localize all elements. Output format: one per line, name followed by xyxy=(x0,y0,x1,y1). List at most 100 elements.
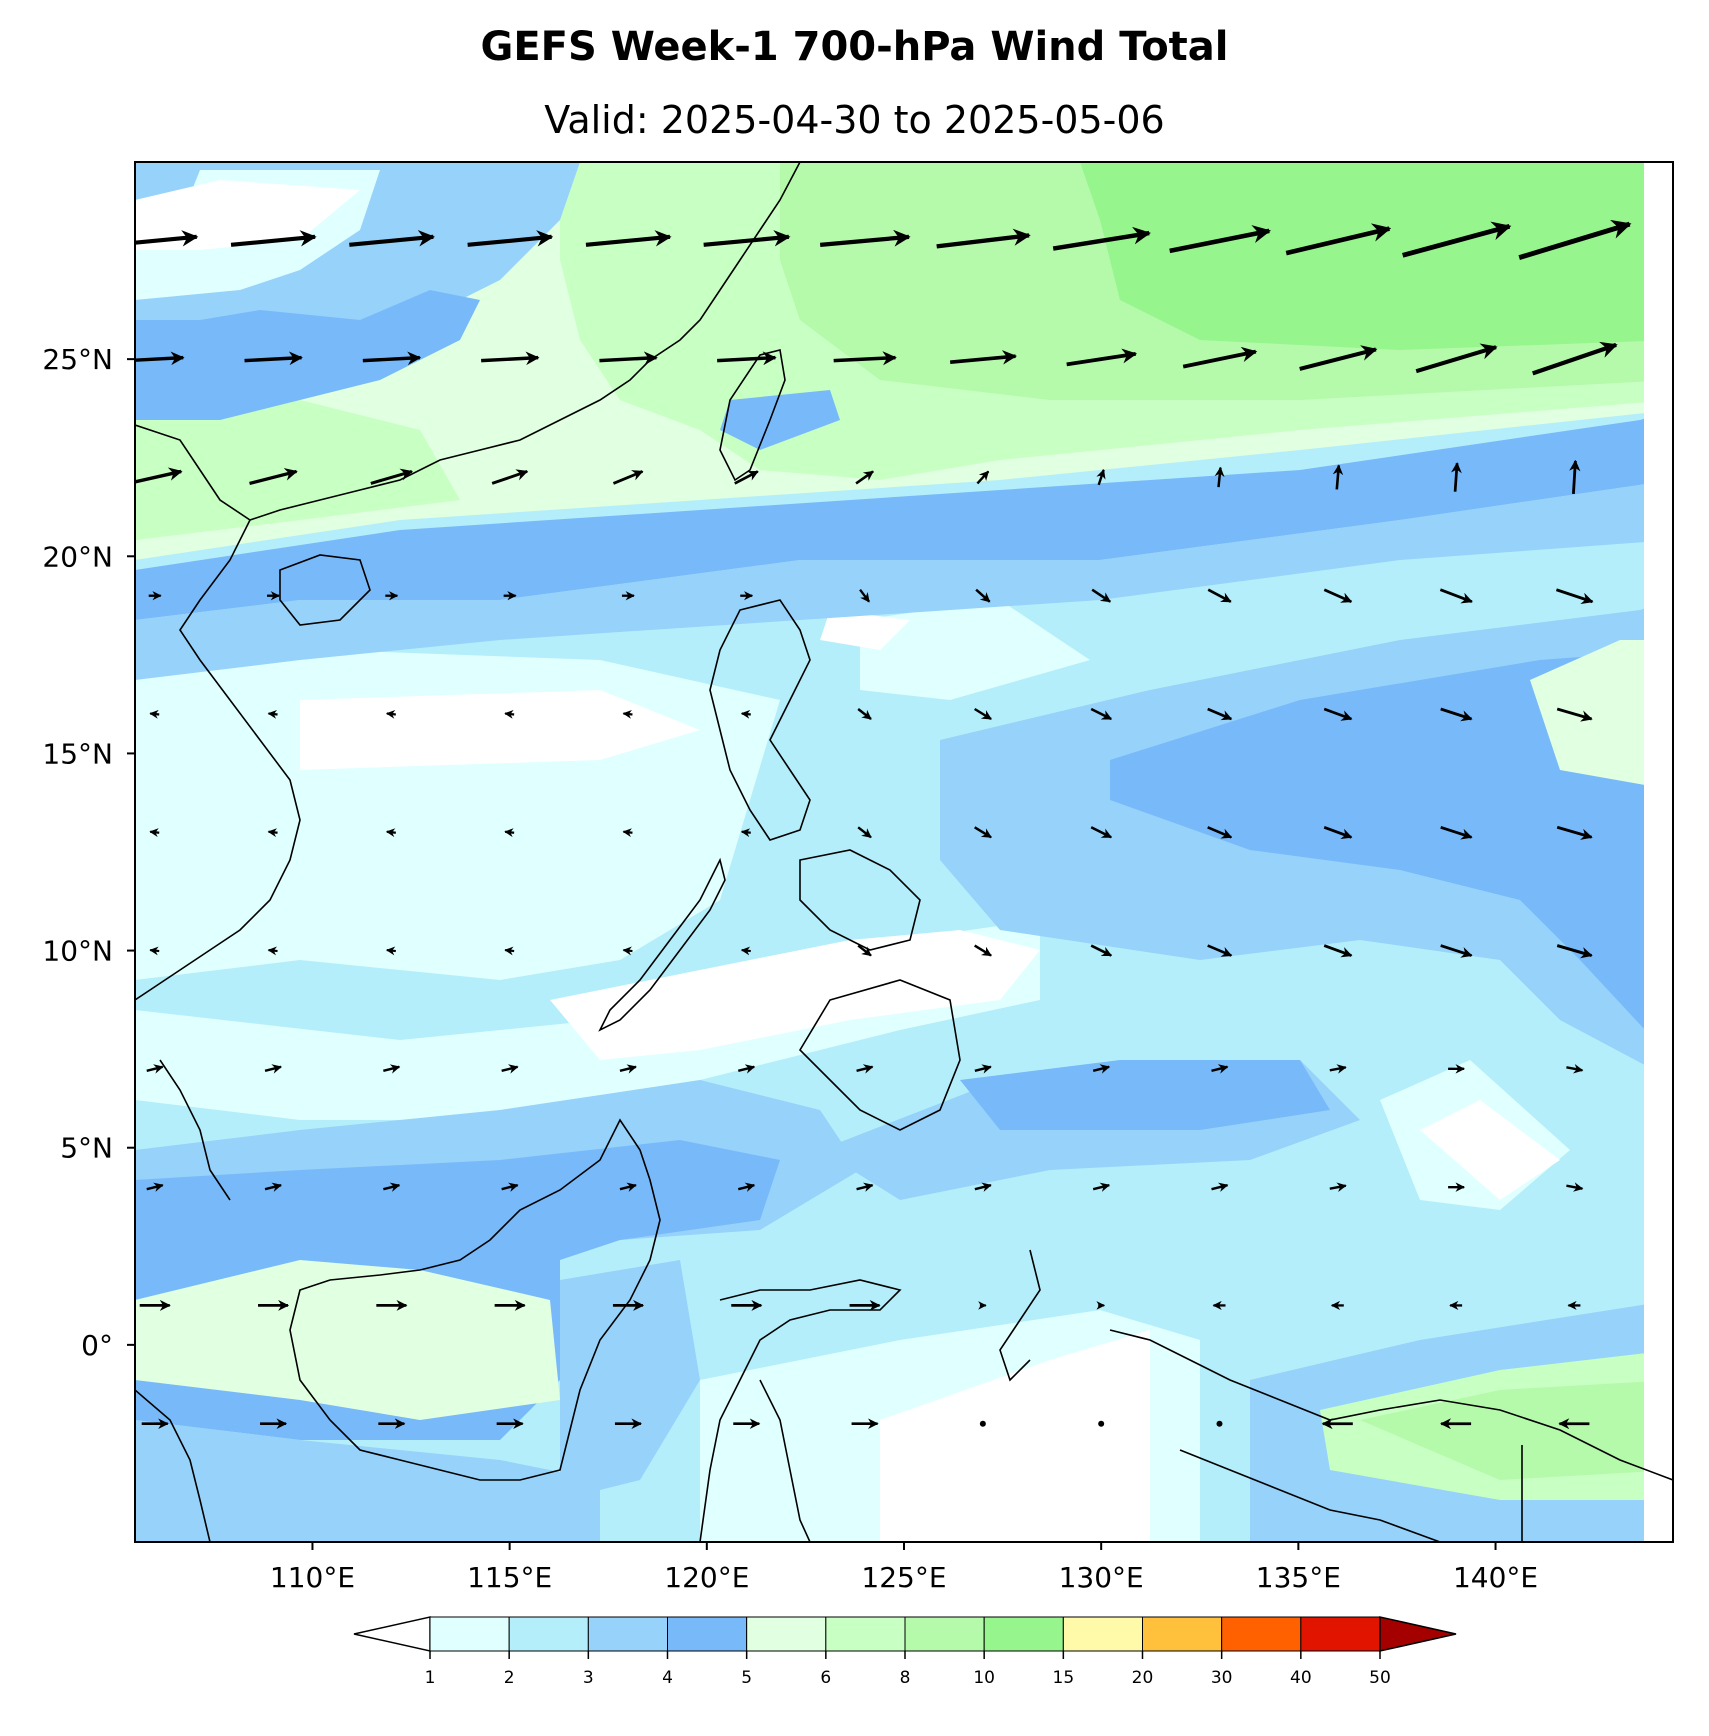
wind-vector xyxy=(585,230,672,247)
wind-vector xyxy=(149,828,160,838)
coastlines xyxy=(135,162,1673,1542)
colorbar-tick-label: 8 xyxy=(900,1668,911,1688)
wind-vector xyxy=(1518,219,1632,260)
wind-vector xyxy=(491,469,529,485)
wind-vector xyxy=(974,944,992,957)
wind-vector xyxy=(230,230,317,247)
colorbar-bin xyxy=(587,1616,668,1652)
lon-tick-label: 115°E xyxy=(467,1561,552,1594)
wind-vector xyxy=(1207,826,1233,839)
wind-vector xyxy=(1091,588,1112,603)
colorbar-tick-label: 2 xyxy=(504,1668,515,1688)
wind-vector xyxy=(1090,944,1113,957)
lon-tick-label: 135°E xyxy=(1256,1561,1341,1594)
wind-vector xyxy=(855,470,874,485)
colorbar-tick-label: 10 xyxy=(973,1668,995,1688)
wind-vector xyxy=(1090,707,1113,721)
wind-vector-calm xyxy=(1216,1420,1223,1427)
wind-vector xyxy=(1556,944,1593,959)
wind-vector xyxy=(1440,944,1473,958)
colorbar-tick-label: 20 xyxy=(1132,1668,1154,1688)
wind-vector xyxy=(1092,1182,1111,1192)
wind-vector xyxy=(385,828,396,838)
colorbar-under-extension xyxy=(353,1616,431,1652)
colorbar-tick-label: 3 xyxy=(583,1668,594,1688)
wind-vector xyxy=(974,1064,992,1074)
colorbar-tick-label: 1 xyxy=(425,1668,436,1688)
wind-vector xyxy=(619,1182,637,1192)
lon-tick-label: 125°E xyxy=(861,1561,946,1594)
wind-vector xyxy=(135,230,199,247)
wind-vector xyxy=(857,944,872,957)
longitude-axis: 110°E 115°E 120°E 125°E 130°E 135°E 140°E xyxy=(270,1542,1538,1594)
wind-vector xyxy=(1569,459,1581,495)
wind-vector xyxy=(1169,225,1272,254)
lat-tick-label: 15°N xyxy=(42,737,113,770)
colorbar-tick-label: 30 xyxy=(1211,1668,1233,1688)
colorbar-bin xyxy=(1062,1616,1144,1652)
wind-vector xyxy=(1440,707,1473,722)
wind-vectors xyxy=(135,219,1632,1430)
wind-vector xyxy=(1207,707,1233,721)
map-title: GEFS Week-1 700-hPa Wind Total xyxy=(480,24,1229,70)
wind-vector xyxy=(1211,1064,1229,1074)
wind-vector xyxy=(504,709,515,719)
wind-vector-calm xyxy=(1098,1420,1105,1427)
wind-vector xyxy=(362,351,422,366)
colorbar-bin xyxy=(667,1616,748,1652)
wind-vector xyxy=(146,1064,164,1074)
wind-vector xyxy=(467,230,554,247)
wind-vector xyxy=(267,709,278,719)
wind-vector xyxy=(149,709,160,719)
lon-tick-label: 130°E xyxy=(1059,1561,1144,1594)
wind-vector xyxy=(383,1064,401,1074)
wind-vector xyxy=(385,946,396,956)
colorbar-bin xyxy=(904,1616,985,1652)
latitude-axis: 25°N 20°N 15°N 10°N 5°N 0° xyxy=(42,343,135,1362)
wind-vector xyxy=(740,828,751,838)
wind-vector xyxy=(859,589,871,603)
colorbar-bin xyxy=(1142,1616,1223,1652)
colorbar-bin xyxy=(825,1616,906,1652)
wind-vector xyxy=(481,351,540,366)
wind-vector xyxy=(1285,223,1392,256)
wind-vector xyxy=(149,946,160,956)
lon-tick-label: 110°E xyxy=(270,1561,355,1594)
wind-vector xyxy=(1566,1182,1584,1192)
wind-vector xyxy=(1323,588,1353,603)
wind-vector xyxy=(975,588,991,603)
wind-vector xyxy=(717,351,777,366)
colorbar-over-extension xyxy=(1379,1616,1457,1652)
colorbar-bin xyxy=(429,1616,510,1652)
wind-vector xyxy=(1556,825,1593,840)
wind-vector xyxy=(1566,1064,1584,1074)
wind-vector xyxy=(857,708,872,720)
wind-vector xyxy=(1556,707,1593,722)
wind-vector xyxy=(619,1064,637,1074)
wind-vector xyxy=(1329,1182,1347,1192)
colorbar-tick-label: 6 xyxy=(820,1668,831,1688)
wind-vector xyxy=(1323,826,1353,840)
wind-vector xyxy=(264,1182,282,1192)
lat-tick-label: 25°N xyxy=(42,343,113,376)
wind-vector xyxy=(1332,464,1344,490)
wind-vector xyxy=(740,946,751,956)
wind-vector xyxy=(1402,221,1512,258)
lat-tick-label: 10°N xyxy=(42,935,113,968)
wind-vector xyxy=(264,1064,282,1074)
wind-vector xyxy=(1214,466,1225,488)
wind-vector xyxy=(1299,345,1378,371)
lon-tick-label: 140°E xyxy=(1453,1561,1538,1594)
wind-vector xyxy=(833,351,897,366)
lon-tick-label: 120°E xyxy=(664,1561,749,1594)
lat-tick-label: 5°N xyxy=(60,1132,113,1165)
wind-vector xyxy=(504,828,515,838)
wind-vector xyxy=(1415,343,1498,374)
wind-vector xyxy=(976,470,990,485)
wind-vector xyxy=(740,709,751,719)
wind-vector xyxy=(1207,588,1232,603)
wind-vector xyxy=(703,230,791,247)
wind-vector xyxy=(734,470,759,485)
colorbar-bin xyxy=(1300,1616,1381,1652)
colorbar-tick-label: 15 xyxy=(1053,1668,1075,1688)
